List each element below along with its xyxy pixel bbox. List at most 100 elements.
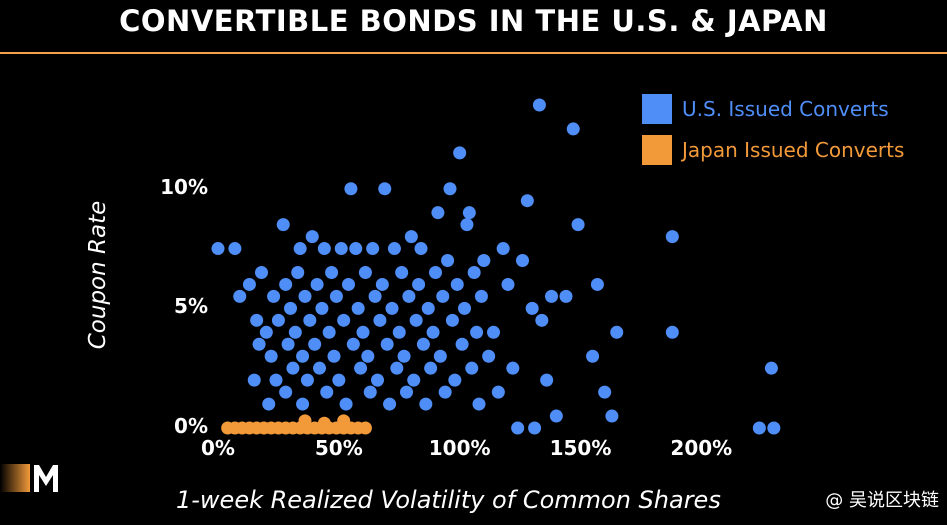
us-data-point <box>426 325 440 339</box>
us-data-point <box>368 289 382 303</box>
us-data-point <box>412 277 426 291</box>
us-data-point <box>322 325 336 339</box>
us-data-point <box>598 385 612 399</box>
us-data-point <box>252 337 266 351</box>
us-data-point <box>535 313 549 327</box>
us-data-point <box>262 397 276 411</box>
us-data-point <box>317 242 331 256</box>
us-data-point <box>288 325 302 339</box>
us-data-point <box>566 122 580 136</box>
y-tick-label: 5% <box>174 294 208 319</box>
us-data-point <box>291 265 305 279</box>
us-data-point <box>400 385 413 399</box>
us-data-point <box>496 242 510 256</box>
us-data-point <box>397 349 411 363</box>
us-data-point <box>528 421 542 435</box>
us-data-point <box>470 325 484 339</box>
legend-label-japan: Japan Issued Converts <box>682 138 905 162</box>
us-data-point <box>416 337 430 351</box>
y-tick-label: 0% <box>174 414 208 438</box>
us-data-point <box>329 289 343 303</box>
us-data-point <box>532 98 546 112</box>
us-data-point <box>764 361 778 375</box>
us-data-point <box>371 373 384 387</box>
us-data-point <box>281 337 295 351</box>
us-data-point <box>419 397 433 411</box>
us-data-point <box>334 242 348 256</box>
chart-legend: U.S. Issued Converts Japan Issued Conver… <box>642 92 904 174</box>
us-data-point <box>458 301 471 315</box>
title-divider <box>0 52 947 54</box>
us-data-point <box>487 325 500 339</box>
us-data-point <box>610 325 624 339</box>
legend-swatch-japan <box>642 135 672 165</box>
us-data-point <box>255 265 268 279</box>
us-data-point <box>375 277 389 291</box>
plot-points <box>211 98 781 435</box>
brand-logo-icon <box>0 464 58 492</box>
us-data-point <box>356 325 370 339</box>
us-data-point <box>477 254 491 268</box>
us-data-point <box>325 265 339 279</box>
us-data-point <box>358 265 372 279</box>
us-data-point <box>327 349 341 363</box>
us-data-point <box>491 385 505 399</box>
us-data-point <box>407 373 421 387</box>
chart-title: CONVERTIBLE BONDS IN THE U.S. & JAPAN <box>119 4 828 38</box>
us-data-point <box>433 349 447 363</box>
us-data-point <box>429 265 442 279</box>
us-data-point <box>351 301 365 315</box>
us-data-point <box>441 254 455 268</box>
us-data-point <box>525 301 539 315</box>
us-data-point <box>549 409 563 423</box>
us-data-point <box>571 218 585 232</box>
us-data-point <box>293 242 307 256</box>
us-data-point <box>445 313 459 327</box>
us-data-point <box>361 349 375 363</box>
us-data-point <box>303 313 317 327</box>
us-data-point <box>511 421 525 435</box>
us-data-point <box>665 325 679 339</box>
us-data-point <box>409 313 423 327</box>
us-data-point <box>320 385 334 399</box>
us-data-point <box>247 373 261 387</box>
us-data-point <box>269 373 283 387</box>
us-data-point <box>310 277 324 291</box>
legend-item-us: U.S. Issued Converts <box>642 92 904 126</box>
us-data-point <box>501 277 515 291</box>
us-data-point <box>448 373 462 387</box>
us-data-point <box>390 361 404 375</box>
us-data-point <box>298 289 312 303</box>
us-data-point <box>385 301 399 315</box>
us-data-point <box>332 373 346 387</box>
us-data-point <box>378 182 392 196</box>
x-tick-label: 100% <box>428 436 491 460</box>
us-data-point <box>264 349 278 363</box>
us-data-point <box>337 313 351 327</box>
us-data-point <box>211 242 225 256</box>
us-data-point <box>383 397 397 411</box>
us-data-point <box>346 337 360 351</box>
legend-label-us: U.S. Issued Converts <box>682 97 889 121</box>
us-data-point <box>436 289 450 303</box>
us-data-point <box>250 313 264 327</box>
us-data-point <box>344 182 358 196</box>
us-data-point <box>474 289 488 303</box>
us-data-point <box>414 242 428 256</box>
us-data-point <box>482 349 496 363</box>
us-data-point <box>665 230 679 244</box>
x-tick-label: 200% <box>670 436 733 460</box>
us-data-point <box>545 289 558 303</box>
us-data-point <box>453 146 467 160</box>
us-data-point <box>363 385 377 399</box>
japan-data-point <box>317 416 331 430</box>
us-data-point <box>455 337 469 351</box>
us-data-point <box>342 277 355 291</box>
us-data-point <box>313 361 326 375</box>
us-data-point <box>465 361 479 375</box>
us-data-point <box>242 277 256 291</box>
us-data-point <box>516 254 529 268</box>
us-data-point <box>387 242 401 256</box>
us-data-point <box>460 218 474 232</box>
us-data-point <box>271 313 285 327</box>
